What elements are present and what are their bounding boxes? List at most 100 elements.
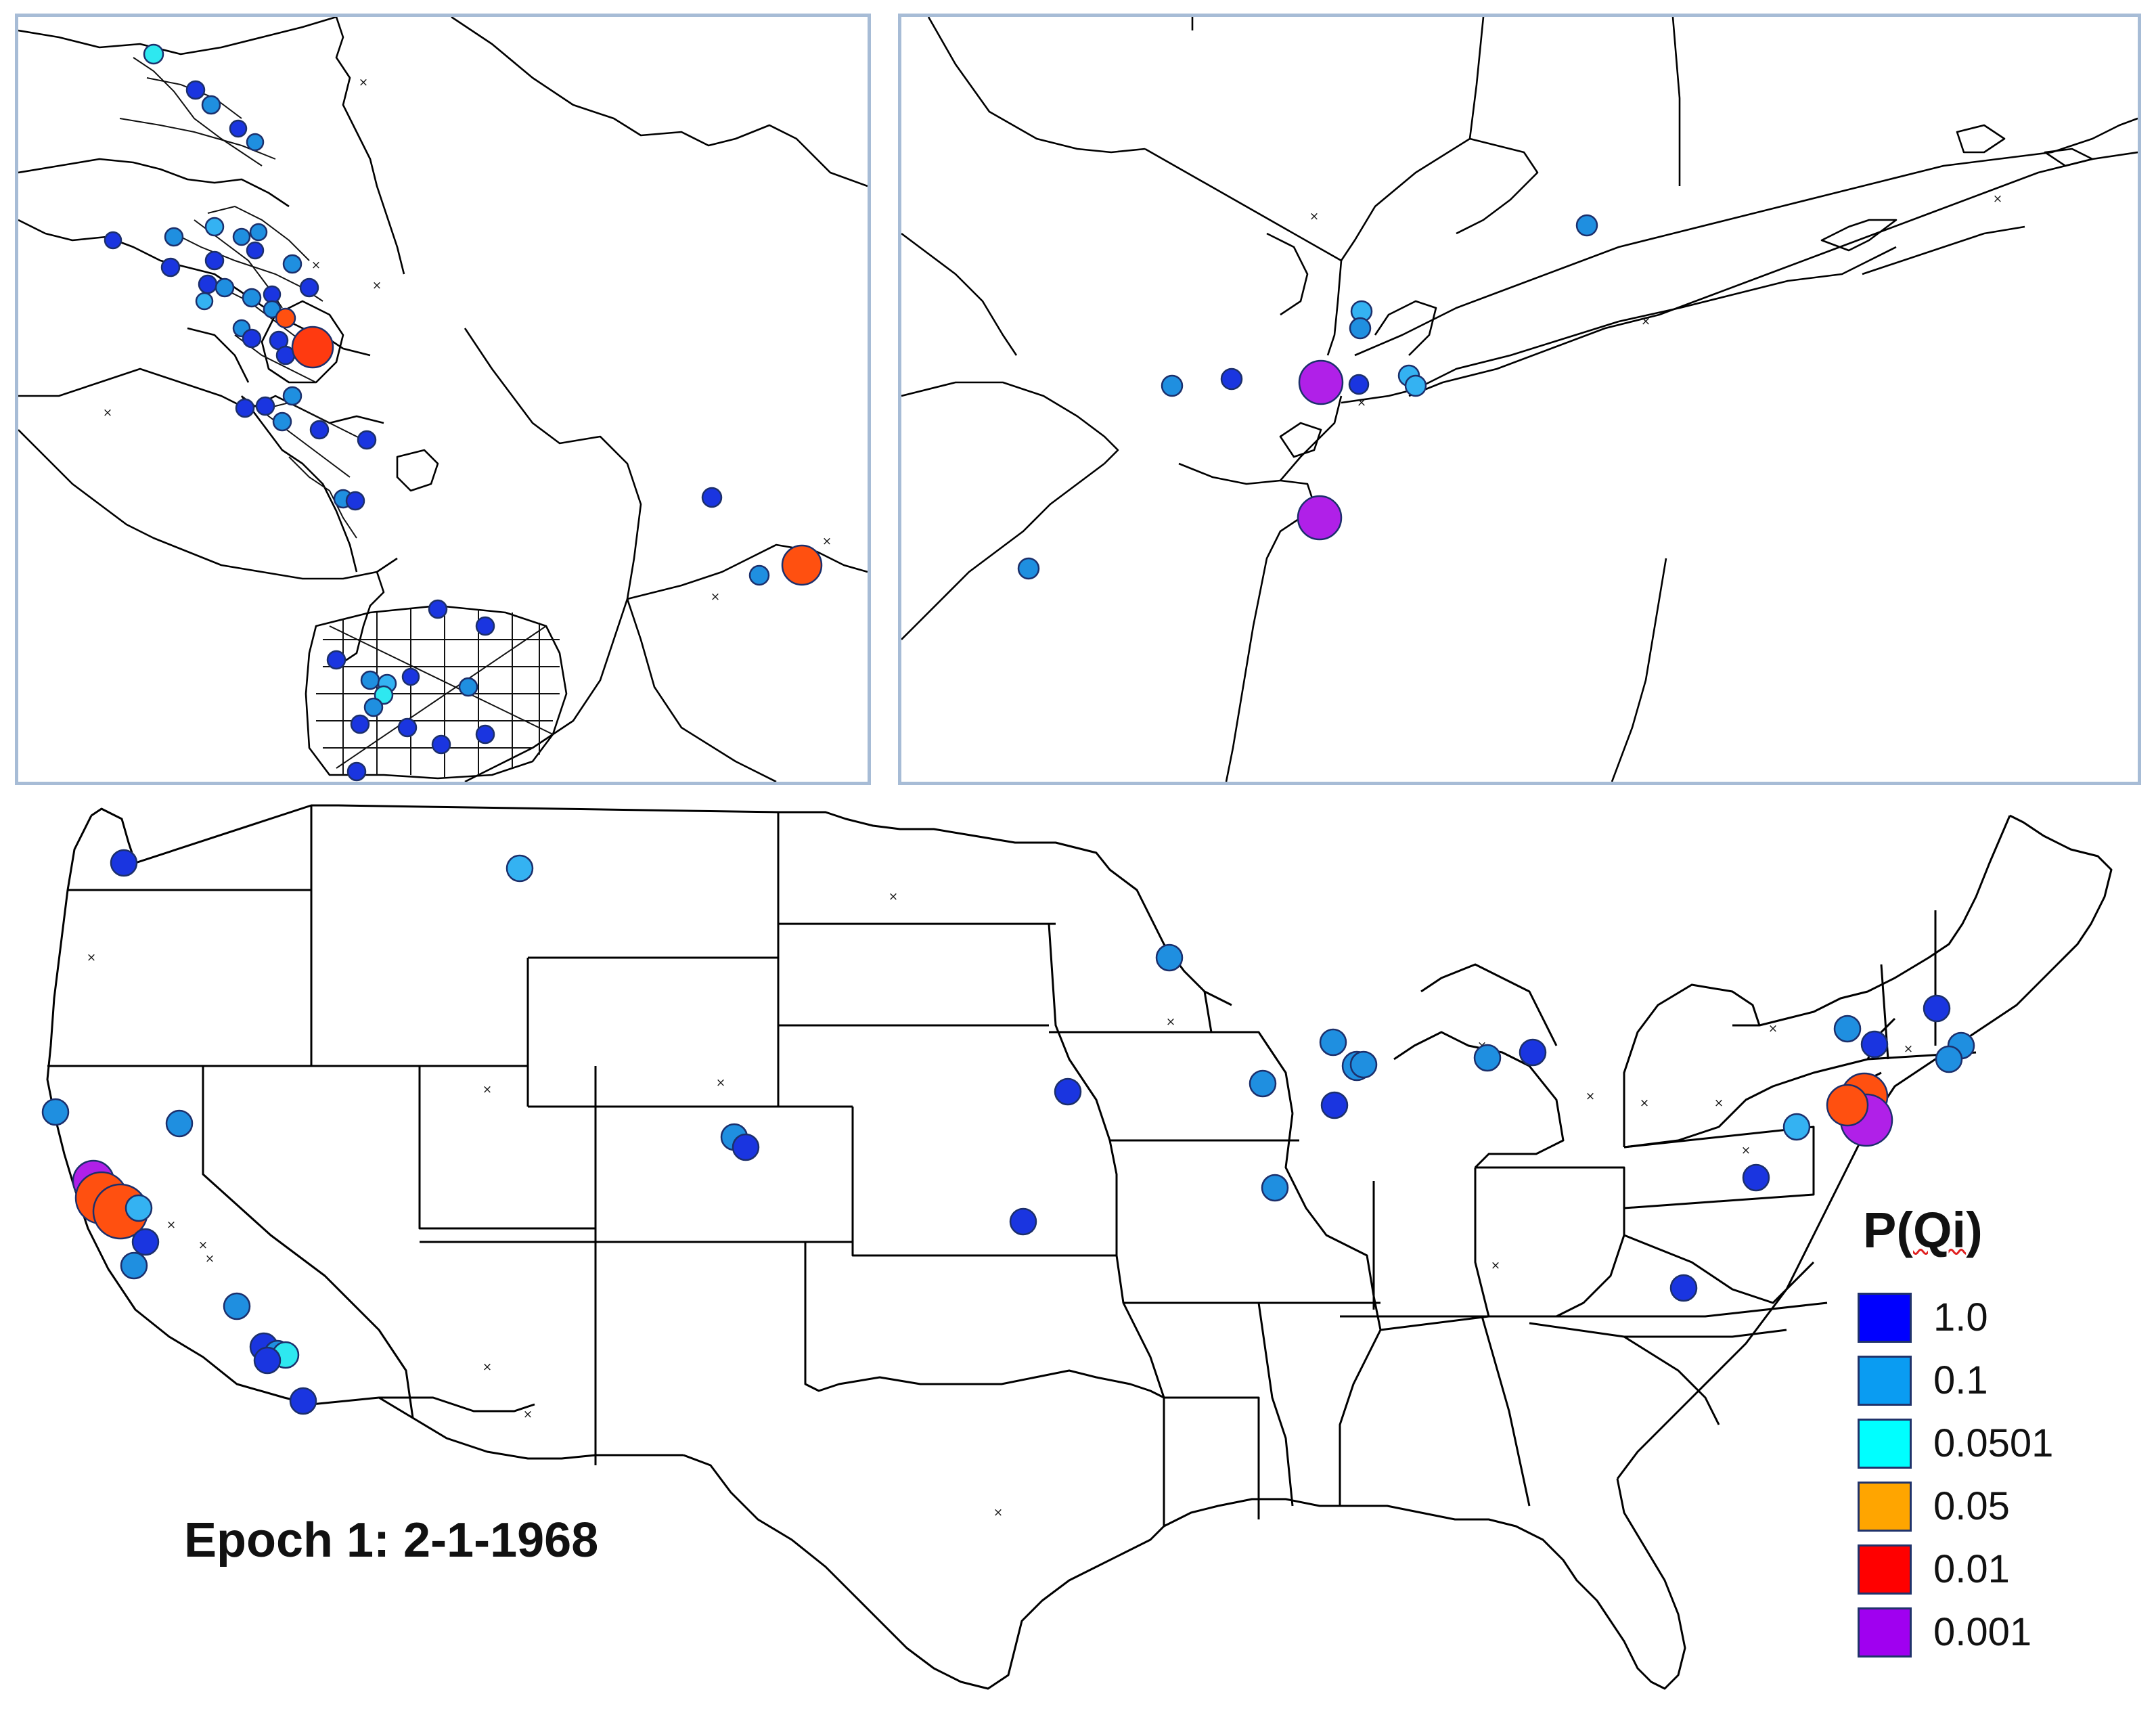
station-marker [1161,374,1184,397]
station-marker [299,277,319,298]
nyc-area-map-panel: × × × × [898,14,2141,785]
station-marker [701,487,723,508]
legend-title-suffix: ) [1966,1202,1983,1258]
station-marker [1669,1274,1698,1302]
station-marker [246,241,265,260]
station-marker [160,257,181,277]
legend-item: 0.1 [1858,1349,2081,1412]
station-marker [1298,359,1344,405]
station-marker [198,274,218,294]
svg-text:×: × [993,1506,1003,1519]
svg-text:×: × [1586,1090,1595,1103]
station-marker [204,250,225,271]
station-marker [732,1133,760,1161]
station-marker [748,564,770,586]
station-marker [246,133,265,152]
station-marker [125,1194,153,1222]
station-marker [781,544,823,586]
station-marker [1054,1077,1082,1106]
station-marker [272,411,292,432]
station-marker [235,398,255,418]
station-marker [1009,1207,1037,1236]
station-marker [263,285,282,304]
legend-label: 0.01 [1933,1547,2010,1591]
station-marker [345,491,365,511]
nyc-area-map: × × × × [901,17,2138,782]
legend-item: 1.0 [1858,1286,2081,1349]
station-marker [1519,1038,1547,1067]
station-marker [1220,368,1243,391]
station-marker [1249,1069,1277,1098]
station-marker [428,599,448,619]
station-marker [232,227,251,246]
station-marker [165,1109,194,1138]
legend-label: 0.001 [1933,1610,2032,1654]
us-map-panel: × × × × × × × × × × × × × × × × × × × [0,788,2156,1713]
station-marker [120,1251,148,1280]
svg-text:×: × [205,1252,215,1266]
station-marker [1782,1113,1811,1141]
svg-text:×: × [372,279,382,292]
station-marker [143,43,164,65]
svg-text:×: × [822,535,832,548]
p-qi-legend: P(Qi) 1.0 0.1 0.0501 0.05 0.01 0.001 [1858,1201,2081,1664]
station-marker [215,277,235,298]
station-marker [110,849,138,877]
station-marker [282,386,302,406]
station-marker [201,95,221,115]
station-marker [104,231,122,250]
station-marker [41,1098,70,1126]
svg-text:×: × [1714,1096,1724,1110]
station-marker [275,307,296,329]
legend-swatch [1858,1607,1912,1658]
ny-station-markers [1017,214,1598,580]
station-marker [374,685,394,705]
station-marker [204,217,225,237]
legend-title-prefix: P( [1863,1202,1913,1258]
legend-swatch [1858,1418,1912,1469]
svg-text:×: × [1640,1096,1649,1110]
station-marker [1826,1084,1869,1127]
legend-label: 1.0 [1933,1295,1988,1339]
station-marker [1575,214,1598,237]
station-marker [242,288,262,308]
station-marker [360,670,380,690]
station-marker [1935,1045,1963,1073]
legend-item: 0.001 [1858,1601,2081,1664]
station-marker [1473,1044,1502,1072]
epoch-label: Epoch 1: 2-1-1968 [184,1513,599,1567]
svg-text:×: × [716,1076,725,1090]
svg-text:×: × [1166,1015,1175,1029]
svg-text:×: × [1641,315,1650,328]
svg-text:×: × [1491,1259,1500,1272]
station-marker [255,396,275,416]
station-marker [282,254,302,274]
legend-label: 0.1 [1933,1358,1988,1402]
legend-title-qi: Qi [1913,1202,1967,1258]
station-marker [249,223,268,242]
legend-item: 0.0501 [1858,1412,2081,1475]
svg-text:×: × [482,1360,492,1374]
svg-text:×: × [1741,1144,1751,1157]
station-marker [475,616,495,636]
legend-swatch [1858,1544,1912,1595]
station-marker [229,119,248,138]
sf-x-markers: × × × × × × [103,76,832,604]
us-station-markers [41,849,1975,1415]
station-marker [326,650,346,670]
svg-text:×: × [1357,396,1366,409]
us-x-markers: × × × × × × × × × × × × × × × × × × × [87,890,1913,1519]
ny-boundaries [901,17,2138,782]
station-marker [1833,1015,1862,1043]
station-marker [291,326,334,369]
station-marker [1319,1028,1347,1056]
svg-text:×: × [482,1083,492,1096]
station-marker [506,854,534,883]
legend-item: 0.01 [1858,1538,2081,1601]
station-marker [1261,1174,1289,1202]
station-marker [1860,1030,1889,1059]
svg-text:×: × [889,890,898,904]
legend-swatch [1858,1292,1912,1343]
legend-item: 0.05 [1858,1475,2081,1538]
station-marker [1349,317,1372,340]
